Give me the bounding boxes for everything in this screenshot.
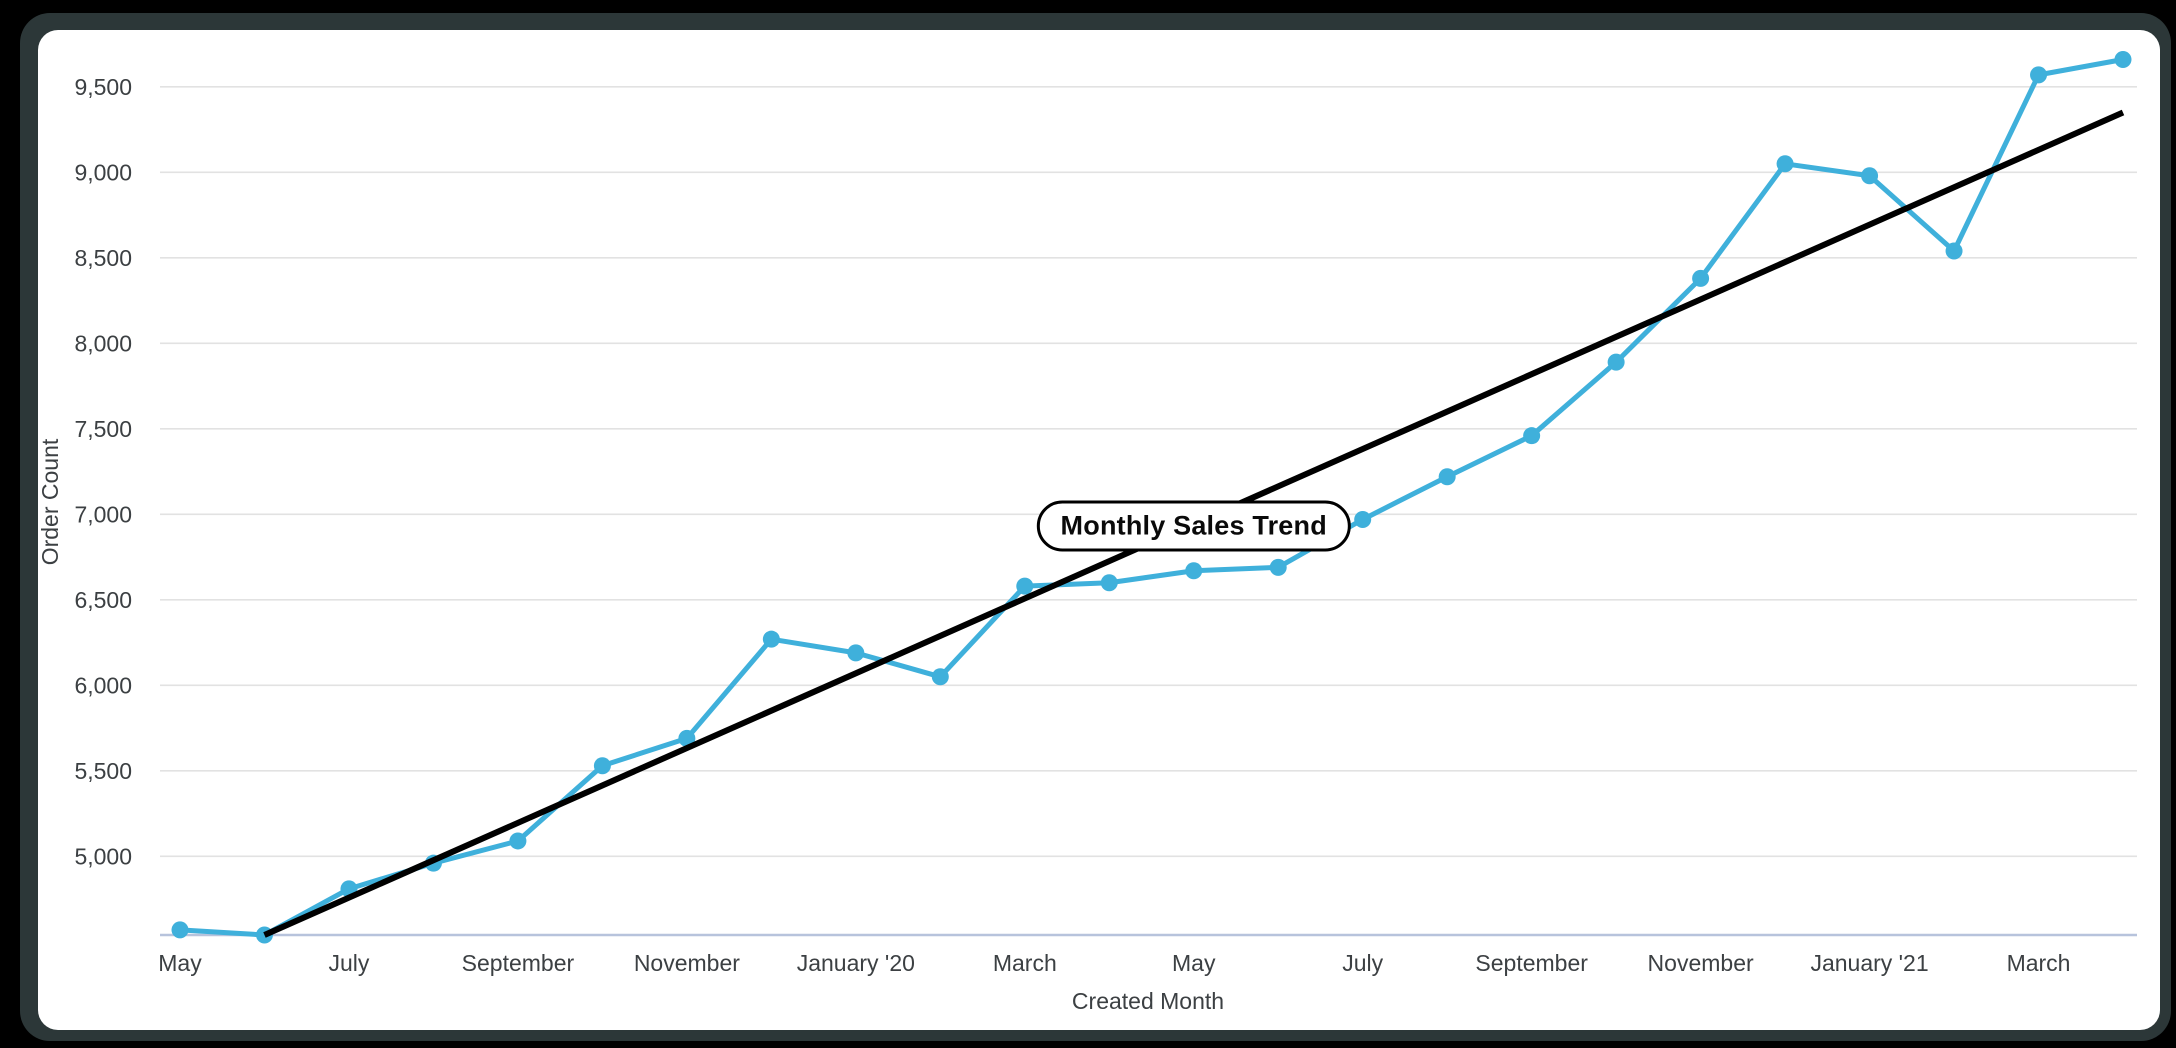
- data-point[interactable]: [1269, 558, 1287, 576]
- y-tick-label: 5,000: [74, 843, 132, 869]
- x-tick-label: September: [462, 950, 575, 976]
- data-point[interactable]: [1692, 269, 1710, 287]
- data-point[interactable]: [1861, 167, 1879, 185]
- x-tick-label: November: [634, 950, 740, 976]
- data-point[interactable]: [2114, 50, 2132, 68]
- x-tick-label: July: [1342, 950, 1383, 976]
- data-point[interactable]: [1523, 427, 1541, 445]
- x-tick-label: September: [1475, 950, 1588, 976]
- y-tick-label: 6,500: [74, 587, 132, 613]
- data-point[interactable]: [1100, 574, 1118, 592]
- gridlines-layer: [160, 86, 2137, 937]
- x-tick-label: May: [158, 950, 202, 976]
- data-point[interactable]: [1354, 510, 1372, 528]
- x-tick-label: March: [2007, 950, 2071, 976]
- data-point[interactable]: [678, 729, 696, 747]
- data-point[interactable]: [171, 921, 189, 939]
- data-point[interactable]: [1185, 562, 1203, 580]
- y-tick-label: 7,500: [74, 416, 132, 442]
- data-point[interactable]: [931, 668, 949, 686]
- series-layer: [171, 50, 2132, 944]
- y-tick-label: 8,000: [74, 330, 132, 356]
- x-axis-title: Created Month: [1072, 988, 1224, 1014]
- y-tick-label: 9,000: [74, 159, 132, 185]
- x-tick-label: March: [993, 950, 1057, 976]
- data-point[interactable]: [847, 644, 865, 662]
- y-tick-label: 7,000: [74, 501, 132, 527]
- data-point[interactable]: [2030, 66, 2048, 84]
- x-tick-label: May: [1172, 950, 1216, 976]
- y-tick-label: 6,000: [74, 672, 132, 698]
- y-tick-label: 5,500: [74, 758, 132, 784]
- x-tick-label: January '20: [797, 950, 915, 976]
- chart-title-pill: Monthly Sales Trend: [1036, 500, 1351, 552]
- x-tick-label: July: [329, 950, 370, 976]
- x-tick-label: November: [1648, 950, 1754, 976]
- series-line: [177, 56, 2126, 938]
- x-tick-label: January '21: [1810, 950, 1928, 976]
- data-point[interactable]: [509, 832, 527, 850]
- data-point[interactable]: [1776, 155, 1794, 173]
- y-axis-title: Order Count: [38, 438, 63, 565]
- data-point[interactable]: [1438, 468, 1456, 486]
- chart-svg: 5,000 5,500 6,000 6,500 7,000 7,500 8,000 8,500…: [38, 50, 2137, 1014]
- y-tick-label: 8,500: [74, 245, 132, 271]
- chart-card: 5,000 5,500 6,000 6,500 7,000 7,500 8,000 8,500…: [38, 30, 2160, 1030]
- data-point[interactable]: [593, 757, 611, 775]
- data-point[interactable]: [1945, 242, 1963, 260]
- data-point[interactable]: [762, 630, 780, 648]
- axis-labels-layer: 5,000 5,500 6,000 6,500 7,000 7,500 8,000 8,500…: [74, 74, 2070, 976]
- data-point[interactable]: [1016, 577, 1034, 595]
- y-tick-label: 9,500: [74, 74, 132, 100]
- data-point[interactable]: [1607, 353, 1625, 371]
